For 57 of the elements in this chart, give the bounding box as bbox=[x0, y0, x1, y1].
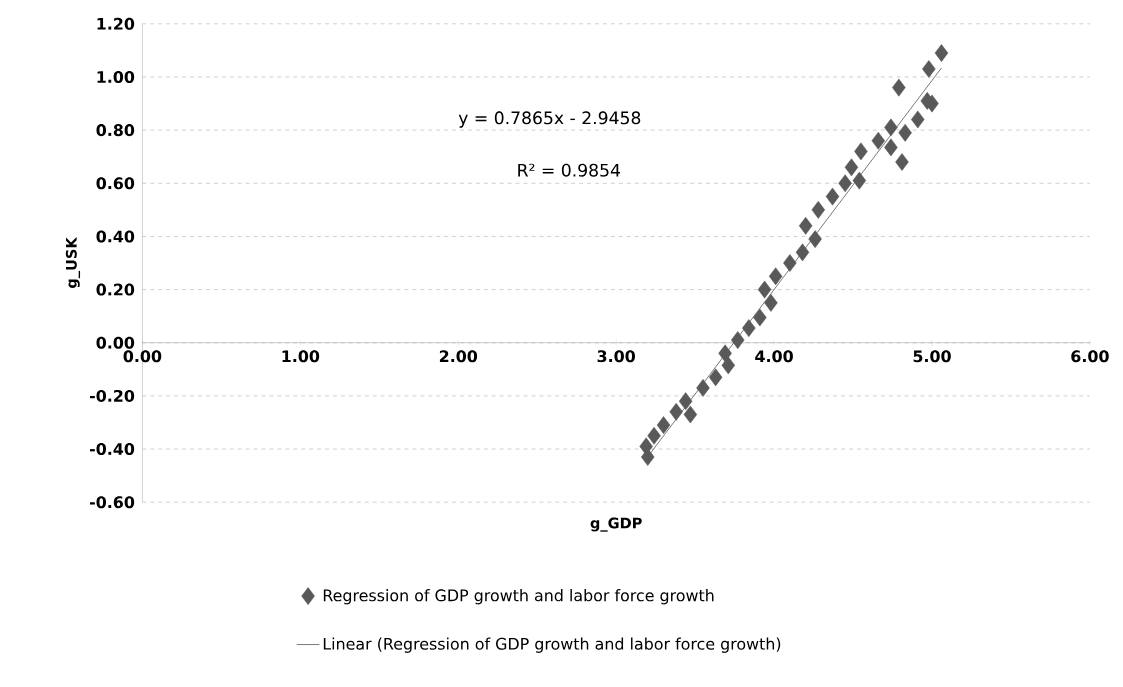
point bbox=[884, 118, 898, 137]
point bbox=[871, 131, 886, 150]
point bbox=[656, 416, 671, 435]
annotation: y = 0.7865x - 2.9458 bbox=[458, 111, 641, 128]
point bbox=[852, 171, 867, 190]
point bbox=[934, 44, 949, 63]
point bbox=[678, 392, 693, 411]
point bbox=[898, 124, 912, 142]
y-tick-label: 0.00 bbox=[96, 336, 135, 349]
point bbox=[838, 174, 852, 193]
y-tick-label: -0.60 bbox=[89, 496, 135, 509]
point bbox=[922, 60, 936, 78]
point bbox=[721, 356, 735, 375]
point bbox=[669, 403, 683, 421]
point bbox=[825, 187, 840, 206]
y-tick-label: -0.40 bbox=[89, 443, 135, 456]
point bbox=[708, 368, 723, 387]
point bbox=[696, 379, 710, 397]
point bbox=[892, 78, 906, 97]
point bbox=[811, 201, 826, 219]
annotation: R² = 0.9854 bbox=[518, 163, 620, 177]
point bbox=[895, 153, 909, 171]
x-tick-label: 0.00 bbox=[123, 350, 162, 363]
point bbox=[768, 267, 783, 286]
point bbox=[808, 230, 822, 249]
point bbox=[844, 158, 859, 177]
y-axis-title: g_USK bbox=[65, 237, 81, 289]
x-tick-label: 6.00 bbox=[1071, 350, 1109, 363]
x-tick-label: 1.00 bbox=[282, 350, 320, 363]
legend-label: Regression of GDP growth and labor force growth bbox=[323, 589, 714, 605]
y-tick-label: 0.40 bbox=[96, 230, 135, 243]
point bbox=[683, 405, 698, 424]
x-axis-title: g_GDP bbox=[590, 517, 642, 532]
point bbox=[757, 280, 772, 299]
point bbox=[718, 344, 732, 363]
point bbox=[742, 319, 756, 338]
point bbox=[884, 138, 898, 157]
y-tick-label: 1.00 bbox=[97, 71, 135, 84]
y-tick-label: 1.20 bbox=[97, 17, 135, 30]
point bbox=[764, 294, 778, 312]
point bbox=[798, 217, 813, 235]
point bbox=[854, 142, 868, 161]
y-tick-label: 0.20 bbox=[96, 283, 135, 296]
x-tick-label: 2.00 bbox=[439, 350, 478, 363]
point bbox=[753, 308, 767, 327]
x-tick-label: 4.00 bbox=[755, 350, 793, 363]
y-tick-label: 0.60 bbox=[96, 177, 135, 190]
point bbox=[783, 254, 797, 272]
legend-label: Linear (Regression of GDP growth and labor force growth) bbox=[323, 637, 781, 653]
point bbox=[647, 426, 661, 445]
x-tick-label: 3.00 bbox=[597, 350, 635, 363]
y-tick-label: -0.20 bbox=[89, 389, 135, 402]
x-tick-label: 5.00 bbox=[913, 350, 951, 363]
y-tick-label: 0.80 bbox=[96, 124, 135, 137]
point bbox=[731, 331, 745, 350]
point bbox=[795, 243, 810, 262]
point bbox=[911, 110, 925, 129]
